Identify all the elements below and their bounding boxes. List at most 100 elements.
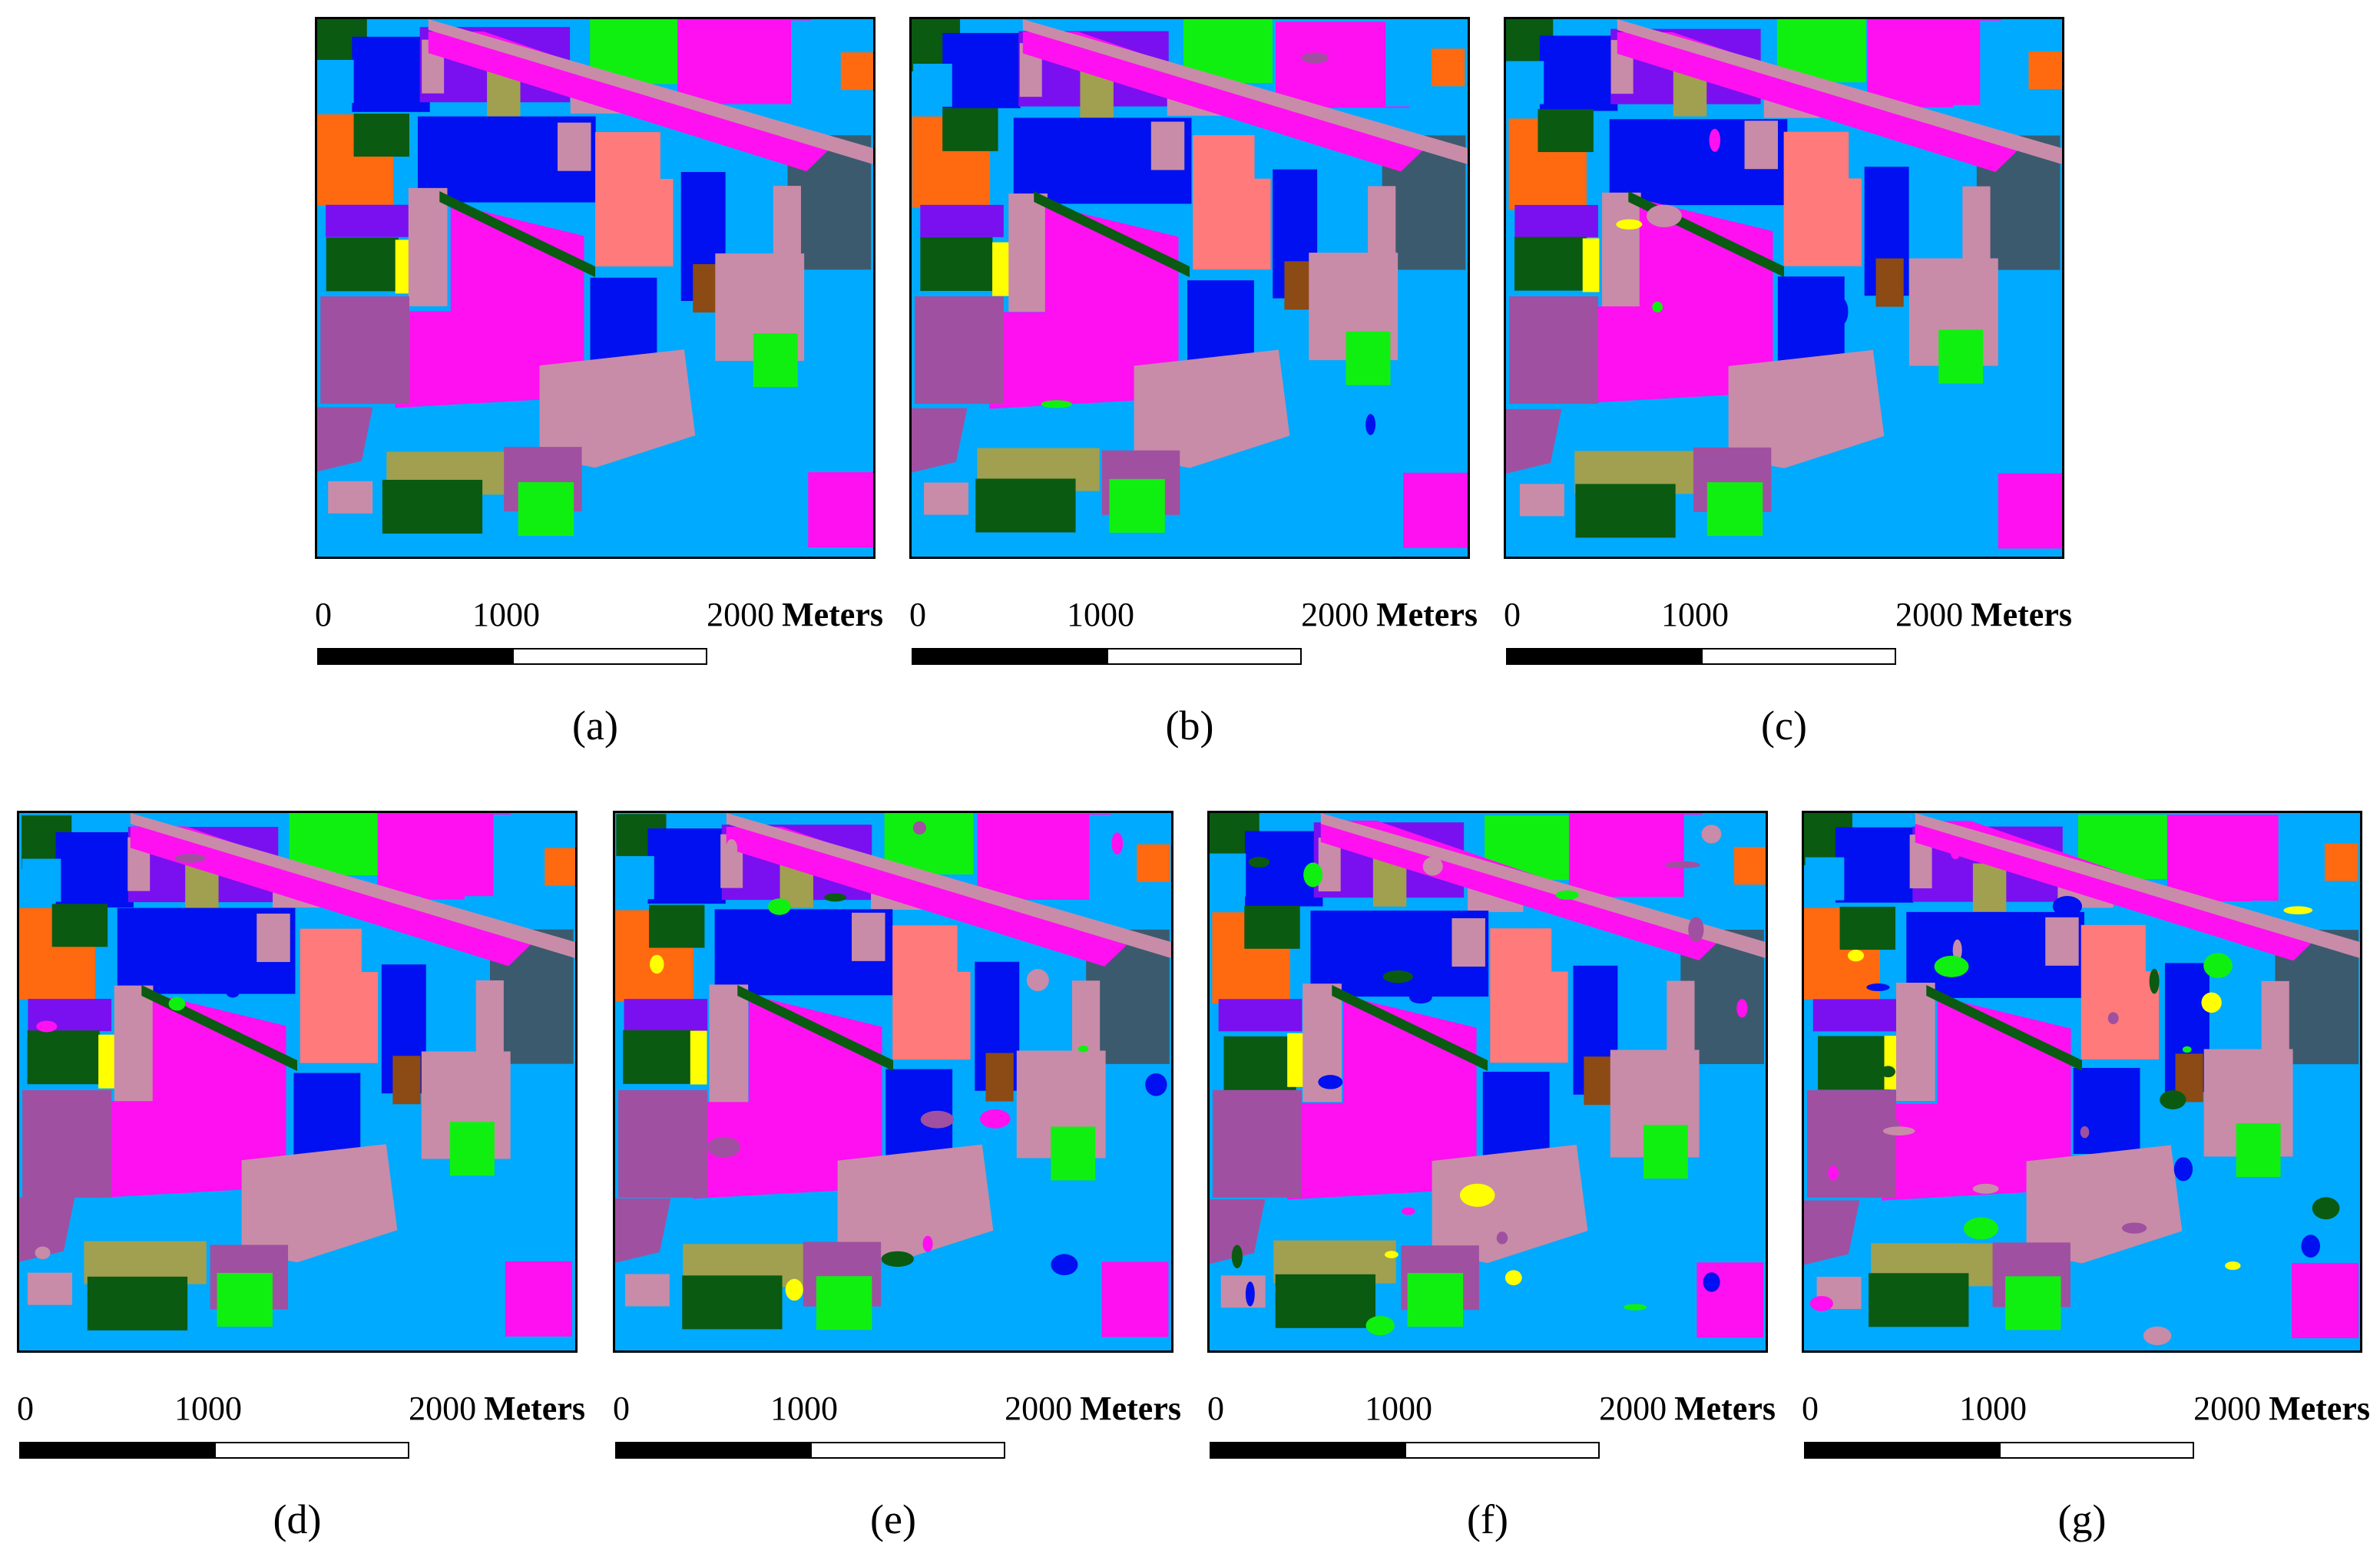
land-cover-parcel-mauve bbox=[1452, 918, 1485, 967]
scale-unit: Meters bbox=[1674, 1390, 1776, 1427]
land-cover-parcel-blue bbox=[1539, 35, 1618, 111]
land-cover-parcel-green bbox=[449, 1122, 495, 1176]
land-cover-parcel-plum bbox=[1506, 408, 1562, 474]
misclassified-speck bbox=[920, 1110, 955, 1129]
land-cover-parcel-plum bbox=[1804, 1200, 1860, 1265]
misclassified-speck bbox=[1459, 1183, 1495, 1207]
land-cover-parcel-violet bbox=[624, 999, 708, 1032]
land-cover-parcel-dark-green bbox=[1223, 1036, 1296, 1090]
scale-bar-black-segment bbox=[21, 1443, 214, 1457]
scale-bar bbox=[1804, 1442, 2194, 1459]
scale-tick-2000-value: 2000 bbox=[1599, 1390, 1667, 1427]
panel-caption: (f) bbox=[1467, 1496, 1508, 1542]
land-cover-parcel-mauve bbox=[114, 985, 154, 1104]
land-cover-parcel-brown bbox=[985, 1053, 1014, 1102]
scale-bar bbox=[615, 1442, 1005, 1459]
land-cover-parcel-dark-green bbox=[920, 236, 993, 291]
misclassified-speck bbox=[1145, 1073, 1167, 1096]
land-cover-parcel-green bbox=[1643, 1125, 1688, 1179]
land-cover-parcel-brown bbox=[1875, 258, 1904, 307]
map-graphic bbox=[912, 19, 1468, 556]
misclassified-speck bbox=[881, 1251, 914, 1268]
scale-tick-2000: 2000 Meters bbox=[1599, 1388, 1776, 1430]
land-cover-parcel-dark-green bbox=[1575, 484, 1676, 538]
scale-bar-white-segment bbox=[512, 650, 706, 663]
scale-bar-white-segment bbox=[1701, 650, 1895, 663]
land-cover-parcel-mauve bbox=[28, 1272, 72, 1305]
land-cover-parcel-yellow bbox=[98, 1034, 115, 1089]
land-cover-parcel-green bbox=[1407, 1273, 1464, 1327]
land-cover-parcel-sky bbox=[913, 64, 952, 107]
misclassified-speck bbox=[1111, 832, 1124, 854]
misclassified-speck bbox=[1511, 309, 1541, 329]
land-cover-parcel-magenta bbox=[726, 826, 1127, 967]
land-cover-parcel-magenta bbox=[395, 203, 584, 408]
misclassified-speck bbox=[2203, 953, 2233, 979]
scale-labels: 0 1000 2000 Meters bbox=[315, 594, 883, 636]
land-cover-parcel-blue bbox=[1482, 1071, 1550, 1158]
land-cover-parcel-dark-green bbox=[382, 479, 483, 534]
land-cover-parcel-brown bbox=[1284, 261, 1312, 310]
land-cover-parcel-plum bbox=[1213, 1089, 1302, 1198]
map-graphic bbox=[1804, 813, 2360, 1350]
land-cover-parcel-violet bbox=[920, 204, 1004, 237]
land-cover-parcel-mauve bbox=[837, 1144, 994, 1263]
misclassified-speck bbox=[2225, 1261, 2241, 1271]
land-cover-parcel-green bbox=[816, 1276, 872, 1330]
misclassified-speck bbox=[1646, 204, 1682, 227]
land-cover-parcel-olive bbox=[1972, 863, 2007, 912]
misclassified-speck bbox=[1652, 301, 1663, 312]
land-cover-parcel-magenta bbox=[419, 856, 465, 900]
scale-bar-black-segment bbox=[1211, 1443, 1405, 1457]
land-cover-parcel-mauve bbox=[2045, 917, 2079, 966]
scale-tick-1000: 1000 bbox=[1067, 596, 1134, 633]
land-cover-parcel-mauve bbox=[1601, 192, 1641, 311]
misclassified-speck bbox=[1836, 299, 1849, 325]
misclassified-speck bbox=[980, 1109, 1011, 1129]
land-cover-parcel-plum bbox=[22, 1089, 111, 1198]
land-cover-parcel-mauve bbox=[408, 187, 448, 306]
scale-labels: 0 1000 2000 Meters bbox=[909, 594, 1478, 636]
land-cover-parcel-plum bbox=[320, 296, 410, 405]
land-cover-parcel-magenta bbox=[1014, 854, 1059, 898]
land-cover-parcel-plum bbox=[615, 1198, 671, 1263]
land-cover-parcel-mauve bbox=[1220, 1275, 1266, 1308]
scale-tick-0: 0 bbox=[1504, 596, 1521, 633]
map-graphic bbox=[19, 813, 575, 1350]
land-cover-parcel-magenta bbox=[97, 993, 286, 1198]
land-cover-parcel-magenta bbox=[1607, 853, 1652, 897]
misclassified-speck bbox=[1483, 1217, 1512, 1230]
land-cover-parcel-orange bbox=[2028, 51, 2062, 89]
land-cover-parcel-magenta bbox=[505, 1261, 572, 1337]
misclassified-speck bbox=[2080, 1126, 2090, 1139]
scale-tick-2000: 2000 Meters bbox=[707, 594, 883, 636]
land-cover-parcel-orange bbox=[545, 848, 575, 886]
scale-tick-2000-value: 2000 bbox=[1301, 596, 1369, 633]
misclassified-speck bbox=[1026, 969, 1049, 991]
land-cover-parcel-dark-green bbox=[1514, 236, 1587, 291]
panel-caption: (a) bbox=[572, 702, 618, 749]
scale-unit: Meters bbox=[782, 596, 883, 633]
misclassified-speck bbox=[1402, 1207, 1415, 1215]
road-strip bbox=[1022, 19, 1468, 164]
panel-caption: (c) bbox=[1761, 702, 1807, 749]
land-cover-parcel-brown bbox=[392, 1056, 421, 1105]
road-strip bbox=[1034, 191, 1190, 277]
scale-bar-black-segment bbox=[617, 1443, 810, 1457]
land-cover-parcel-magenta bbox=[1584, 199, 1773, 404]
scale-bar-white-segment bbox=[214, 1443, 408, 1457]
land-cover-parcel-plum bbox=[1210, 1199, 1266, 1264]
land-cover-parcel-mauve bbox=[1008, 193, 1048, 312]
road-strip bbox=[439, 191, 595, 277]
misclassified-speck bbox=[1701, 825, 1722, 844]
land-cover-parcel-dark-green bbox=[623, 1030, 696, 1084]
misclassified-speck bbox=[1703, 1272, 1720, 1292]
land-cover-parcel-orange bbox=[1137, 844, 1170, 882]
scale-tick-1000: 1000 bbox=[1959, 1390, 2027, 1427]
misclassified-speck bbox=[1847, 950, 1865, 962]
misclassified-speck bbox=[1041, 400, 1073, 408]
scale-tick-1000: 1000 bbox=[472, 596, 540, 633]
classification-map bbox=[315, 17, 876, 559]
misclassified-speck bbox=[1934, 955, 1969, 977]
land-cover-parcel-magenta bbox=[1101, 1261, 1169, 1337]
